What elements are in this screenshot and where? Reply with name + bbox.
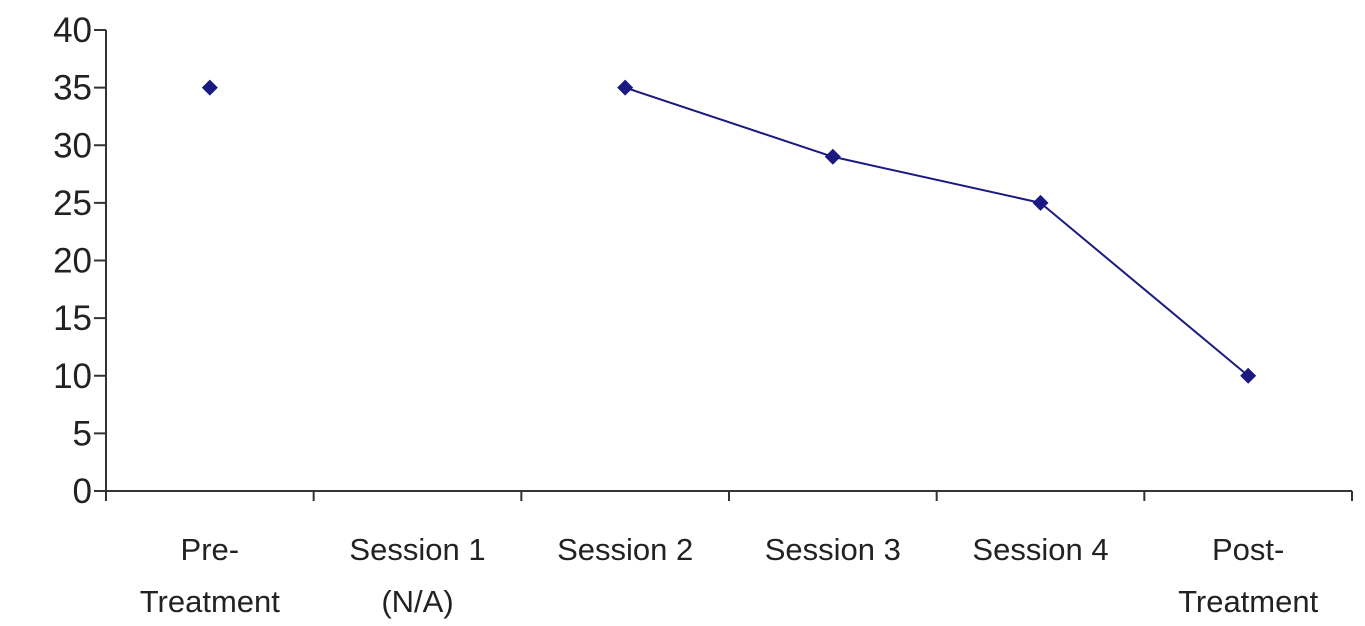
y-axis: 0 5 10 15 20 25 30 35 40 [53,11,107,511]
x-tick-label: Session 3 [765,532,901,567]
series-group [201,79,1257,384]
data-point-marker [824,148,841,165]
y-tick-label: 5 [73,414,92,453]
y-tick-label: 35 [53,69,92,108]
series-line-segment [832,155,1041,204]
y-tick-label: 0 [73,472,92,511]
data-point-marker [1240,367,1257,384]
data-point-marker [201,79,218,96]
data-point-marker [1032,194,1049,211]
y-tick-label: 20 [53,242,92,281]
x-tick-label: Session 4 [972,532,1108,567]
y-tick-label: 25 [53,184,92,223]
x-tick-label: Post-Treatment [1178,532,1319,619]
x-tick-label: Pre-Treatment [140,532,281,619]
x-tick-label: Session 1 (N/A) [349,532,485,619]
y-tick-label: 15 [53,299,92,338]
y-tick-label: 10 [53,357,92,396]
series-line-segment [1039,202,1249,377]
y-tick-label: 40 [53,11,92,50]
x-tick-label: Session 2 [557,532,693,567]
series-line-segment [624,86,834,158]
data-point-marker [617,79,634,96]
x-axis: Pre-Treatment Session 1 (N/A) Session 2 Sess… [105,490,1353,619]
y-tick-label: 30 [53,126,92,165]
